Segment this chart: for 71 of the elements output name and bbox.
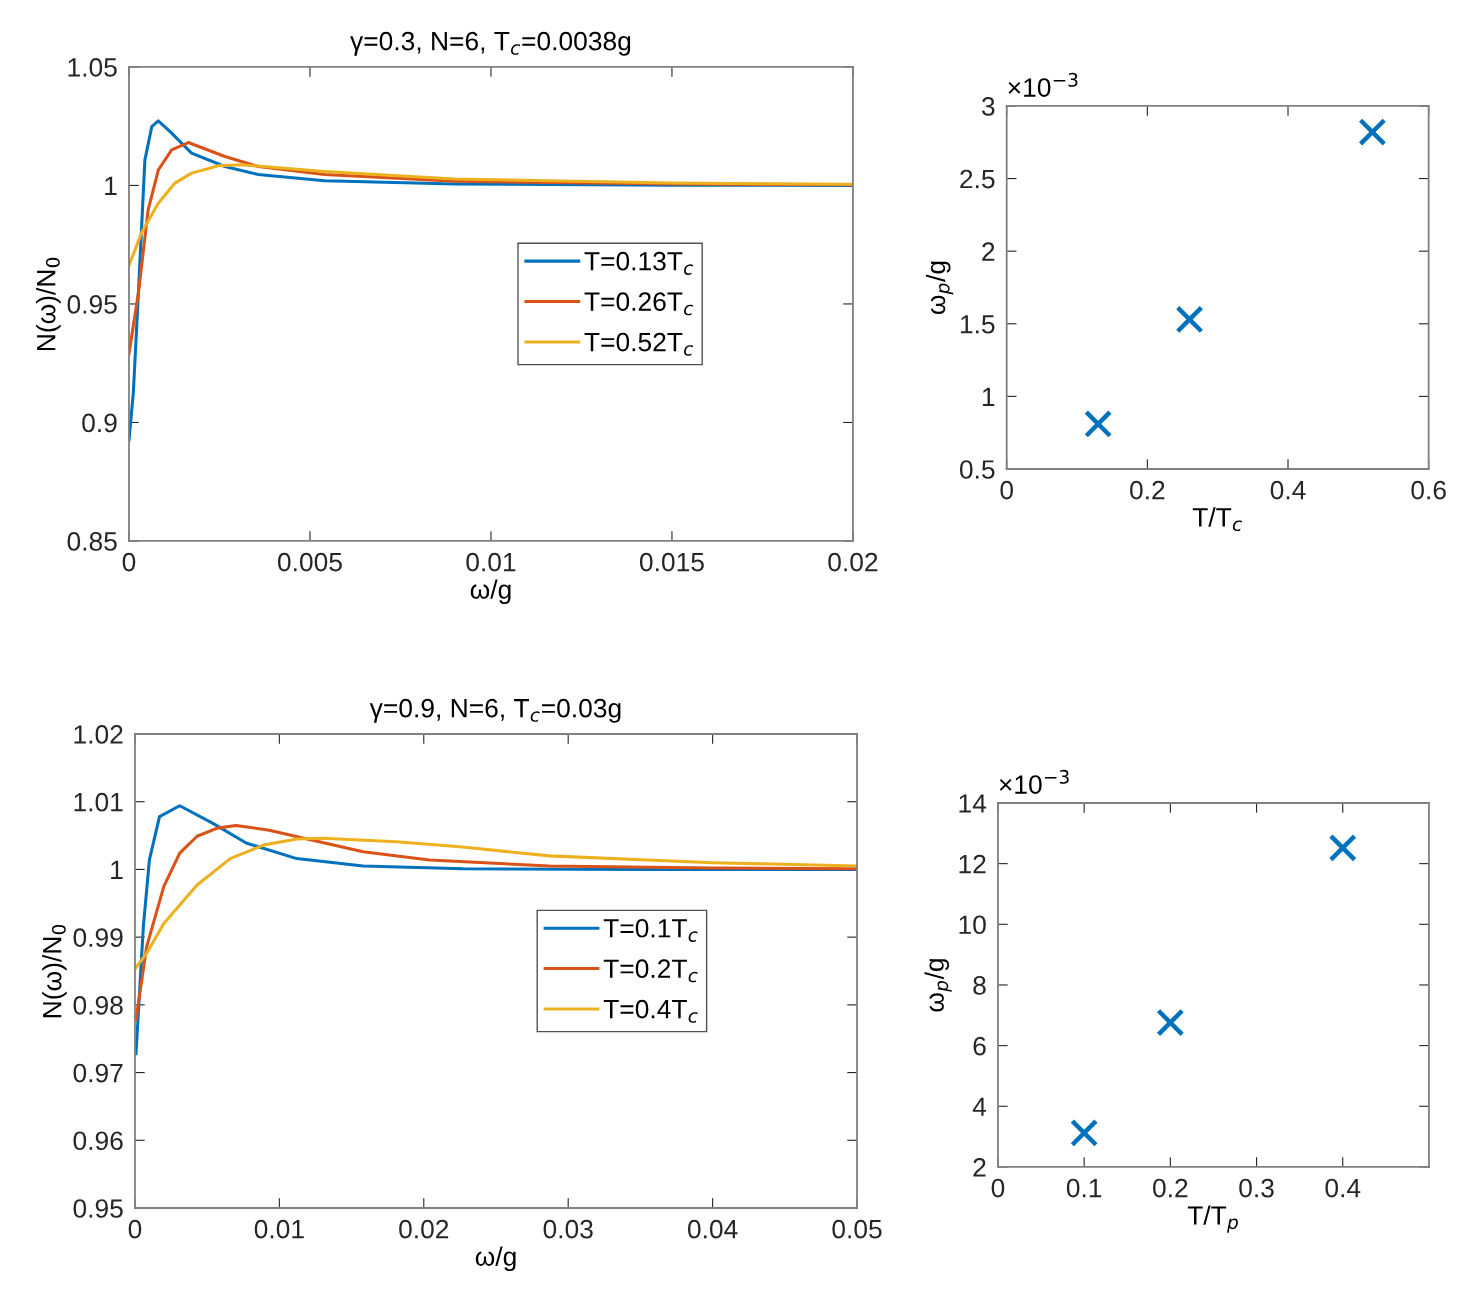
line-series	[134, 823, 858, 1022]
point	[1070, 1118, 1099, 1147]
legend-label: T=0.13T$_{c}$	[584, 251, 694, 275]
x-tick-label: 0.01	[466, 552, 516, 572]
y-tick-label: 1	[105, 176, 117, 195]
legend-label: T=0.2T$_{c}$	[603, 959, 698, 983]
y-tick-label: 8	[973, 976, 986, 995]
y-tick-label: 1	[982, 387, 995, 406]
x-tick-label: 0.05	[832, 1219, 882, 1239]
x-axis-title: T/T$_{p}$	[1187, 1205, 1238, 1233]
x-tick-label: 0.02	[399, 1219, 449, 1239]
x-tick-label: 0.005	[277, 552, 342, 572]
y-tick-label: 0.85	[67, 532, 117, 551]
y-tick-label: 0.97	[73, 1063, 123, 1083]
y-tick-label: 4	[972, 1097, 987, 1116]
y-axis-title: ω$_{p}$/g	[925, 261, 954, 315]
legend-label: T=0.52T$_{c}$	[584, 332, 694, 356]
y-tick-label: 2	[982, 242, 995, 261]
x-tick-label: 0.01	[254, 1219, 304, 1239]
point	[1328, 833, 1357, 862]
text: ×10$^{−3}$	[999, 769, 1069, 794]
x-axis-title: ω/g	[470, 579, 511, 605]
x-axis-title: T/T$_{c}$	[1192, 507, 1242, 532]
x-tick-label: 0.2	[1153, 1178, 1188, 1198]
y-tick-label: 3	[981, 97, 995, 116]
point	[1156, 1008, 1185, 1037]
y-tick-label: 12	[959, 854, 986, 874]
x-tick-label: 0.4	[1325, 1178, 1361, 1198]
x-axis-title: ω/g	[475, 1246, 516, 1272]
x-tick-label: 0.2	[1130, 480, 1165, 500]
x-tick-label: 0.1	[1066, 1178, 1102, 1198]
x-tick-label: 0.02	[828, 552, 878, 572]
y-tick-label: 2	[973, 1158, 986, 1177]
x-tick-label: 0.03	[543, 1219, 593, 1239]
y-tick-label: 1.02	[74, 725, 123, 744]
y-tick-label: 0.9	[82, 413, 117, 433]
x-tick-label: 0	[128, 1219, 142, 1239]
y-tick-label: 1.5	[960, 315, 995, 334]
x-tick-label: 0.015	[639, 552, 704, 572]
y-tick-label: 1.01	[74, 792, 123, 812]
point	[1175, 305, 1204, 334]
y-tick-label: 0.96	[73, 1131, 123, 1151]
y-tick-label: 6	[973, 1036, 986, 1056]
y-tick-label: 14	[959, 794, 987, 813]
x-tick-label: 0.04	[687, 1219, 738, 1239]
point	[1358, 118, 1387, 147]
y-axis-title: N(ω)/N$_{0}$	[42, 924, 67, 1018]
legend-label: T=0.1T$_{c}$	[603, 918, 698, 942]
y-tick-label: 2.5	[960, 169, 995, 189]
y-tick-label: 0.99	[73, 928, 123, 947]
x-tick-label: 0.6	[1411, 480, 1446, 500]
legend-label: T=0.26T$_{c}$	[584, 292, 694, 316]
point	[1084, 409, 1113, 438]
legend-label: T=0.4T$_{c}$	[603, 999, 698, 1023]
x-tick-label: 0	[122, 552, 136, 572]
x-tick-label: 0	[991, 1178, 1005, 1198]
x-tick-label: 0	[1000, 480, 1014, 500]
y-tick-label: 0.95	[73, 1199, 123, 1218]
y-tick-label: 0.5	[959, 460, 995, 479]
y-axis-title: N(ω)/N$_{0}$	[36, 257, 61, 351]
y-tick-label: 10	[959, 915, 986, 935]
chart-title: γ=0.3, N=6, T$_{c}$=0.0038g	[350, 31, 631, 56]
y-tick-label: 0.98	[73, 996, 123, 1015]
y-tick-label: 1.05	[68, 58, 117, 77]
text: ×10$^{−3}$	[1008, 72, 1078, 97]
chart-title: γ=0.9, N=6, T$_{c}$=0.03g	[369, 698, 621, 723]
y-axis-title: ω$_{p}$/g	[924, 959, 952, 1012]
x-tick-label: 0.3	[1239, 1178, 1274, 1198]
y-tick-label: 0.95	[67, 295, 117, 314]
x-tick-label: 0.4	[1270, 480, 1306, 500]
y-tick-label: 1	[111, 860, 123, 879]
